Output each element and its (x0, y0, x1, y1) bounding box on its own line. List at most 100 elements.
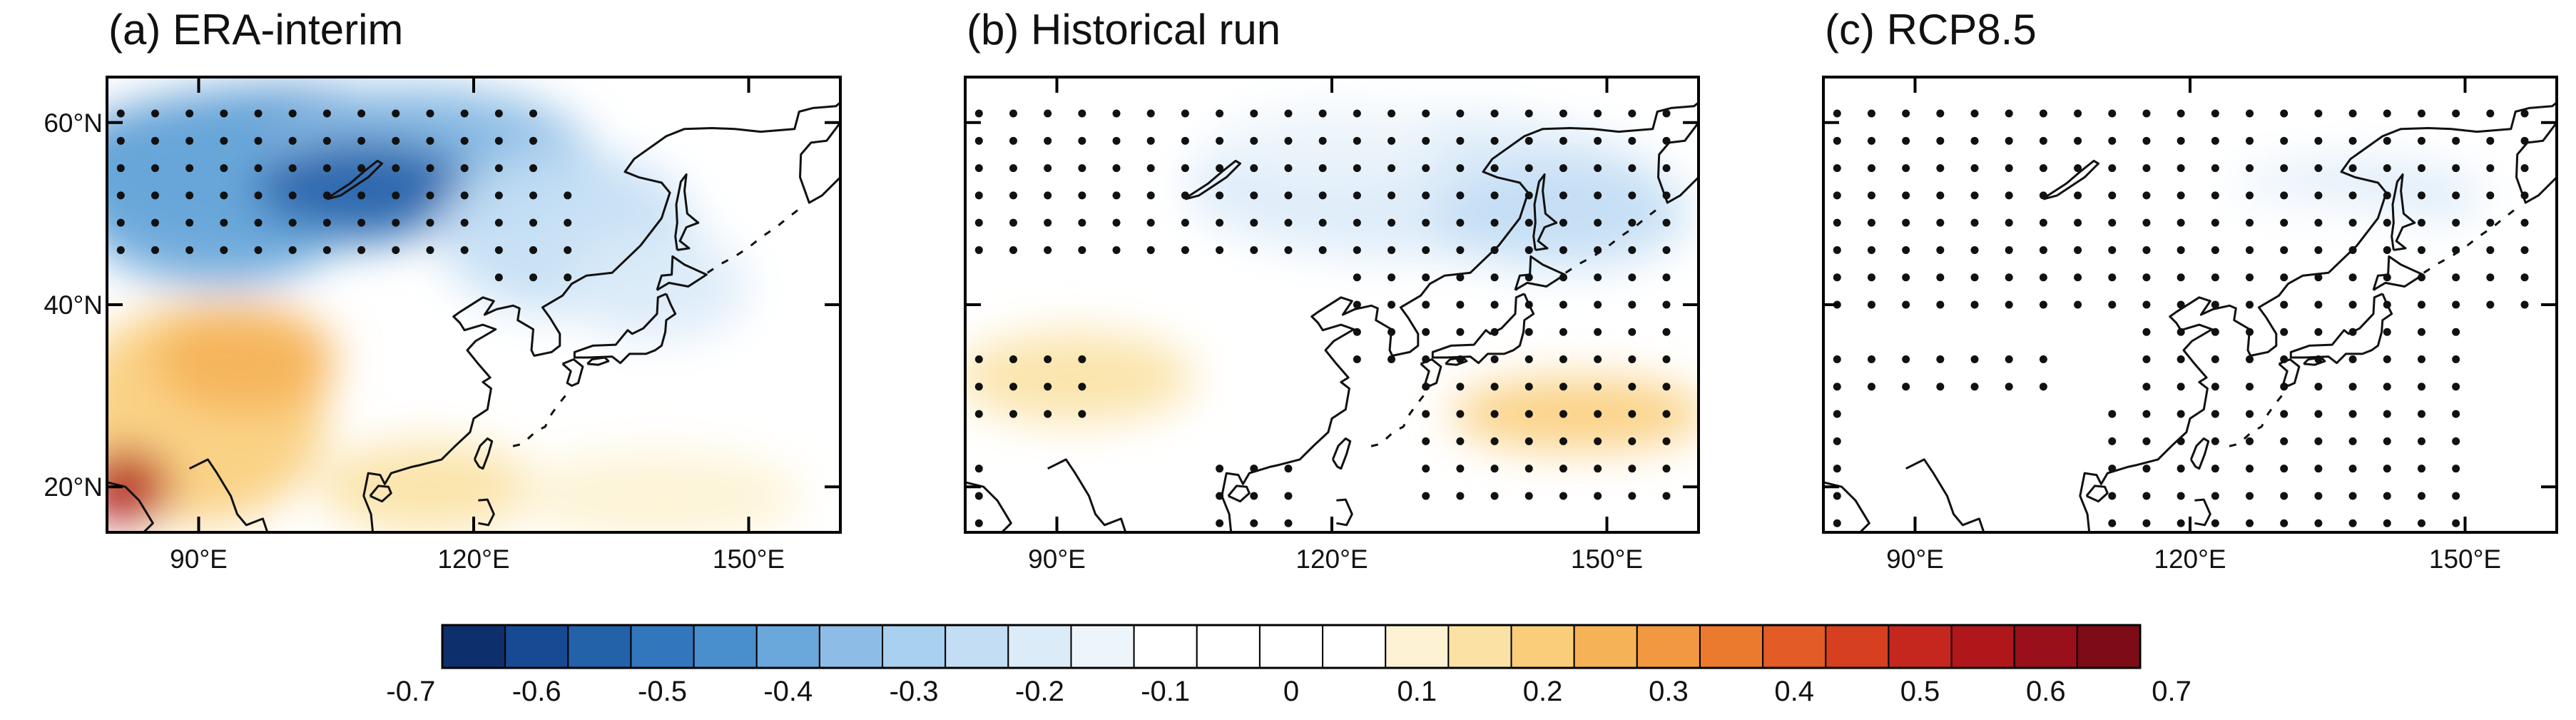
significance-dot (1112, 218, 1121, 227)
lon-tick-label: 150°E (1571, 544, 1643, 574)
significance-dot (185, 245, 194, 254)
significance-dot (1284, 191, 1293, 200)
colorbar-swatch (818, 624, 884, 669)
significance-dot (1594, 465, 1602, 473)
significance-dot (2280, 437, 2289, 445)
significance-dot (564, 273, 572, 282)
significance-dot (974, 382, 983, 391)
significance-dot (1456, 410, 1465, 418)
significance-dot (2246, 136, 2254, 145)
colorbar-label-0: 0 (1283, 676, 1299, 707)
significance-dot (1902, 382, 1910, 391)
significance-dot (1009, 109, 1017, 118)
significance-dot (426, 164, 434, 173)
significance-dot (2417, 109, 2425, 118)
significance-dot (1970, 218, 1979, 227)
map-panel-era-interim: 20°N 40°N 60°N 90°E 120°E 150°E (44, 76, 842, 574)
significance-dot (1833, 492, 1841, 500)
significance-dot (1559, 218, 1567, 227)
coastline-kurils (706, 208, 800, 274)
significance-dot (1524, 164, 1533, 173)
significance-dot (2417, 164, 2425, 173)
significance-dot (220, 136, 228, 145)
significance-dot (1456, 328, 1465, 336)
significance-dot (116, 109, 125, 118)
significance-dot (116, 136, 125, 145)
significance-dot (288, 164, 297, 173)
significance-dot (2142, 519, 2151, 527)
anomaly-blob (253, 141, 474, 232)
significance-dot (2314, 410, 2323, 418)
significance-dot (1422, 410, 1430, 418)
significance-dot (1524, 355, 1533, 364)
significance-dot (1456, 136, 1465, 145)
significance-dot (2108, 109, 2117, 118)
significance-dot (2280, 300, 2289, 309)
significance-dot (1284, 218, 1293, 227)
significance-dot (1970, 273, 1979, 282)
lon-tick-label: 150°E (2429, 544, 2501, 574)
significance-dot (254, 164, 263, 173)
anomaly-blob (1432, 158, 1690, 268)
significance-dot (2177, 465, 2185, 473)
significance-dot (1422, 218, 1430, 227)
significance-dot (494, 218, 503, 227)
significance-dot (2417, 492, 2425, 500)
significance-dot (2314, 273, 2323, 282)
significance-dot (1867, 164, 1875, 173)
coastline-china (1221, 101, 1699, 532)
significance-dot (1388, 218, 1396, 227)
significance-dot (1628, 437, 1636, 445)
significance-dot (2246, 218, 2254, 227)
significance-dot (1524, 136, 1533, 145)
colorbar-label-m04: -0.4 (763, 676, 813, 707)
anomaly-blob (565, 231, 749, 342)
significance-dot (2348, 410, 2357, 418)
colorbar-swatch (1510, 624, 1575, 669)
significance-dot (1594, 273, 1602, 282)
significance-dot (2520, 164, 2529, 173)
significance-dot (1902, 136, 1910, 145)
colorbar-swatch (1196, 624, 1261, 669)
significance-dot (1318, 164, 1327, 173)
significance-dot (1250, 191, 1258, 200)
significance-dot (2417, 328, 2425, 336)
anomaly-blob (317, 441, 538, 532)
significance-dot (2246, 191, 2254, 200)
colorbar-label-m01: -0.1 (1141, 676, 1190, 707)
significance-dot (460, 245, 469, 254)
colorbar-label-02: 0.2 (1523, 676, 1563, 707)
significance-dot (2142, 410, 2151, 418)
significance-dot (1628, 300, 1636, 309)
significance-dot (2383, 328, 2391, 336)
significance-dot (460, 109, 469, 118)
significance-dot (2246, 164, 2254, 173)
lat-tick-label: 60°N (44, 108, 103, 138)
significance-dot (1970, 109, 1979, 118)
significance-dot (2211, 328, 2219, 336)
significance-dot (2108, 245, 2117, 254)
significance-dot (2246, 109, 2254, 118)
significance-dot (1181, 136, 1189, 145)
significance-dot (1936, 218, 1945, 227)
significance-dot (1833, 245, 1841, 254)
significance-dot (185, 109, 194, 118)
significance-dot (2142, 300, 2151, 309)
significance-dot (1353, 109, 1361, 118)
significance-dot (392, 218, 400, 227)
coastline-ryukyu (510, 395, 566, 448)
significance-dot (1044, 109, 1052, 118)
significance-dot (2039, 300, 2047, 309)
significance-dot (1456, 109, 1465, 118)
significance-dot (2039, 245, 2047, 254)
significance-dot (1044, 191, 1052, 200)
coastline-sakhalin (1532, 173, 1558, 251)
significance-dot (116, 191, 125, 200)
significance-dot (2039, 382, 2047, 391)
significance-dot (2246, 492, 2254, 500)
significance-dot (529, 109, 538, 118)
significance-dot (494, 273, 503, 282)
panel-title-c: (c) RCP8.5 (1825, 6, 2037, 54)
colorbar-swatch (1699, 624, 1764, 669)
anomaly-blob (153, 305, 337, 415)
